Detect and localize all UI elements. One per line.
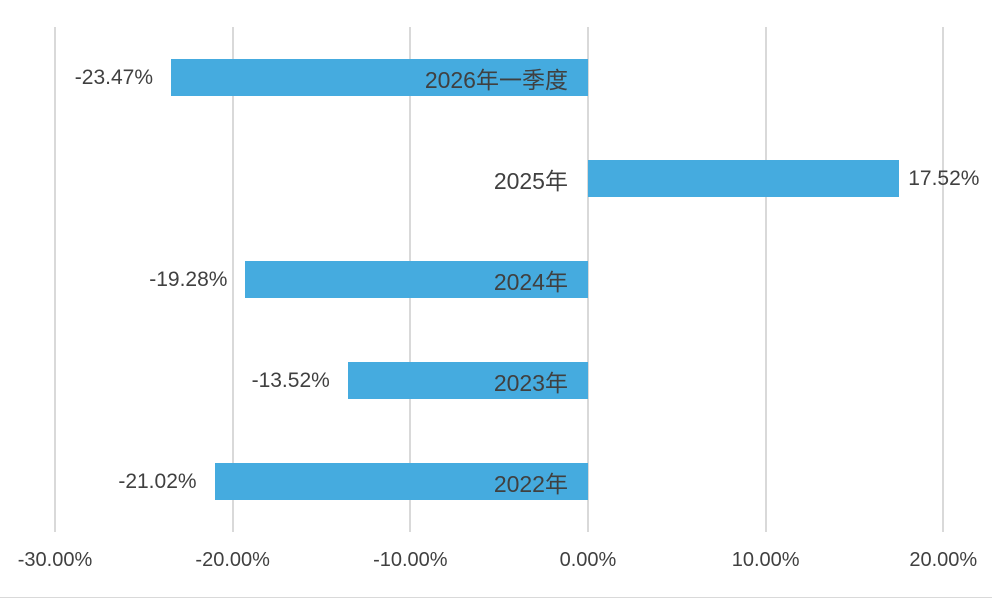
bar: [171, 59, 588, 96]
data-label: -23.47%: [74, 65, 154, 89]
data-label: -13.52%: [251, 368, 330, 392]
data-label: -19.28%: [149, 267, 228, 291]
bar: [214, 463, 588, 500]
chart-bottom-border: [0, 597, 992, 598]
x-tick-label: -30.00%: [17, 549, 93, 571]
bar: [245, 261, 588, 298]
category-label: 2022年: [493, 470, 568, 497]
x-tick-label: -20.00%: [195, 549, 270, 571]
gridline: [942, 27, 945, 532]
category-label: 2025年: [493, 167, 568, 194]
x-tick-label: 10.00%: [731, 549, 800, 571]
bar: [347, 362, 588, 399]
category-label: 2026年一季度: [424, 66, 568, 93]
data-label: -21.02%: [118, 469, 197, 493]
gridline: [764, 27, 767, 532]
gridline: [54, 27, 56, 532]
x-tick-label: -10.00%: [373, 549, 448, 571]
gridline: [231, 27, 234, 532]
gridline: [586, 27, 589, 532]
data-label: 17.52%: [908, 166, 980, 190]
category-label: 2023年: [493, 369, 568, 396]
x-tick-label: 20.00%: [909, 549, 978, 571]
bar: [587, 160, 900, 197]
category-label: 2024年: [493, 268, 568, 295]
x-tick-label: 0.00%: [559, 549, 617, 571]
